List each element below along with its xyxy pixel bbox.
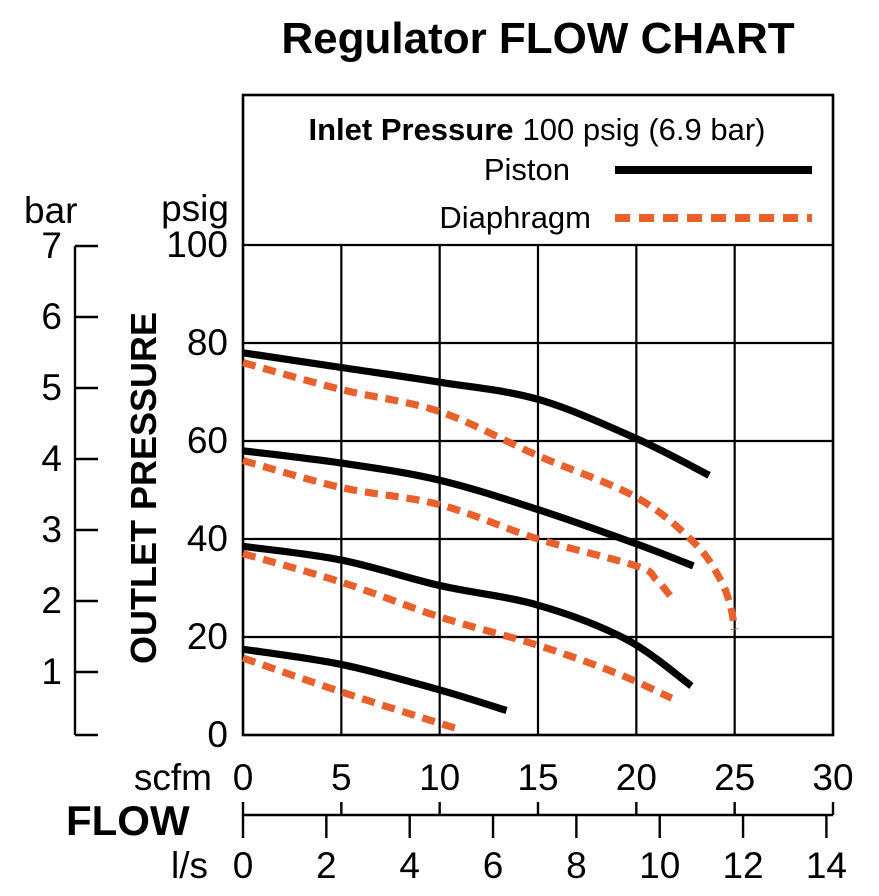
bar-tick-label: 5 xyxy=(41,367,62,408)
psig-tick-label: 60 xyxy=(186,420,228,461)
ls-tick-label: 10 xyxy=(639,845,681,886)
ls-tick-label: 6 xyxy=(482,845,504,886)
psig-tick-label: 100 xyxy=(166,224,228,265)
ls-tick-label: 12 xyxy=(722,845,764,886)
psig-tick-label: 0 xyxy=(207,714,228,755)
scfm-tick-label: 25 xyxy=(714,757,756,798)
legend-label-piston: Piston xyxy=(483,152,570,187)
ls-tick-label: 2 xyxy=(316,845,337,886)
ls-tick-label: 4 xyxy=(399,845,420,886)
scfm-tick-label: 5 xyxy=(331,757,352,798)
piston-curve xyxy=(242,349,711,479)
scfm-tick-label: 10 xyxy=(419,757,461,798)
scfm-tick-label: 30 xyxy=(812,757,854,798)
diaphragm-curve xyxy=(242,359,739,631)
bar-tick-label: 7 xyxy=(41,225,62,266)
diaphragm-curve xyxy=(242,457,675,601)
scfm-tick-label: 20 xyxy=(615,757,657,798)
legend-heading: Inlet Pressure 100 psig (6.9 bar) xyxy=(243,110,831,150)
bar-tick-label: 2 xyxy=(41,580,62,621)
bar-tick-label: 6 xyxy=(41,296,62,337)
bar-tick-label: 4 xyxy=(41,438,62,479)
y-secondary-unit-label: bar xyxy=(24,190,78,231)
x-axis-title: FLOW xyxy=(66,797,190,844)
plot-frame xyxy=(241,93,835,737)
piston-curve xyxy=(242,542,694,689)
psig-tick-label: 40 xyxy=(186,518,228,559)
legend-label-diaphragm: Diaphragm xyxy=(439,200,591,235)
piston-curve xyxy=(242,447,695,570)
diaphragm-curve xyxy=(241,654,457,732)
bar-tick-label: 1 xyxy=(41,651,62,692)
y-axis-title: OUTLET PRESSURE xyxy=(123,311,164,665)
ls-tick-label: 0 xyxy=(232,845,254,886)
legend-heading-bold: Inlet Pressure xyxy=(308,112,514,147)
bar-tick-label: 3 xyxy=(41,509,62,550)
psig-tick-label: 80 xyxy=(186,322,228,363)
scfm-tick-label: 0 xyxy=(232,757,254,798)
piston-curve xyxy=(242,645,508,714)
y-primary-unit-label: psig xyxy=(161,188,229,229)
legend-heading-value: 100 psig (6.9 bar) xyxy=(522,112,766,147)
scfm-tick-label: 15 xyxy=(517,757,559,798)
psig-tick-label: 20 xyxy=(186,616,228,657)
ls-tick-label: 8 xyxy=(566,845,587,886)
ls-tick-label: 14 xyxy=(805,845,847,886)
x-secondary-unit-label: l/s xyxy=(171,845,208,886)
diaphragm-curve xyxy=(242,550,674,702)
x-primary-unit-label: scfm xyxy=(133,757,212,798)
chart-title: Regulator FLOW CHART xyxy=(281,14,795,63)
